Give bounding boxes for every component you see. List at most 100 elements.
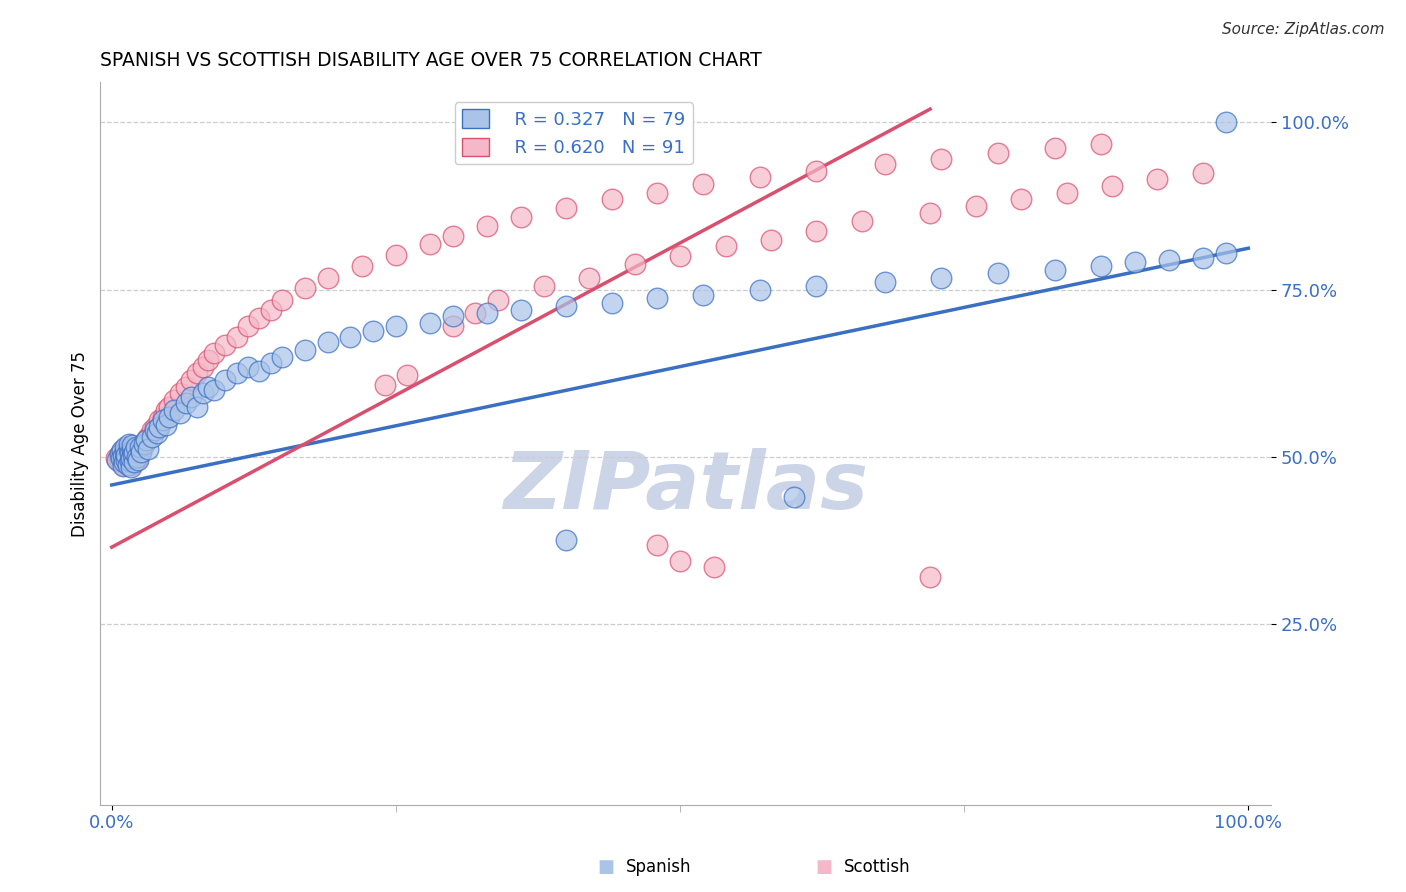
Point bbox=[122, 448, 145, 462]
Point bbox=[714, 239, 737, 253]
Point bbox=[600, 296, 623, 310]
Point bbox=[271, 350, 294, 364]
Point bbox=[124, 446, 146, 460]
Point bbox=[118, 446, 141, 460]
Point bbox=[141, 430, 163, 444]
Point bbox=[703, 560, 725, 574]
Point bbox=[851, 214, 873, 228]
Point bbox=[692, 288, 714, 302]
Text: Spanish: Spanish bbox=[626, 858, 692, 876]
Point bbox=[118, 454, 141, 468]
Point bbox=[441, 229, 464, 244]
Point bbox=[112, 455, 135, 469]
Point bbox=[112, 458, 135, 473]
Point bbox=[748, 170, 770, 185]
Point bbox=[475, 306, 498, 320]
Point bbox=[127, 453, 149, 467]
Point bbox=[1090, 136, 1112, 151]
Point bbox=[124, 440, 146, 454]
Point bbox=[122, 442, 145, 456]
Point bbox=[169, 386, 191, 401]
Point bbox=[1146, 172, 1168, 186]
Point bbox=[987, 266, 1010, 280]
Point bbox=[112, 446, 135, 460]
Point bbox=[748, 283, 770, 297]
Point bbox=[118, 446, 141, 460]
Point bbox=[361, 324, 384, 338]
Point bbox=[692, 177, 714, 191]
Point bbox=[107, 449, 129, 463]
Point bbox=[783, 490, 806, 504]
Point bbox=[163, 392, 186, 407]
Point bbox=[920, 206, 942, 220]
Point bbox=[155, 417, 177, 432]
Point bbox=[1192, 251, 1215, 265]
Point bbox=[129, 444, 152, 458]
Point bbox=[121, 443, 143, 458]
Point bbox=[121, 449, 143, 463]
Point bbox=[118, 436, 141, 450]
Point bbox=[1123, 254, 1146, 268]
Point bbox=[174, 379, 197, 393]
Point bbox=[441, 319, 464, 334]
Point bbox=[169, 406, 191, 420]
Point bbox=[578, 270, 600, 285]
Point bbox=[1043, 141, 1066, 155]
Point bbox=[124, 453, 146, 467]
Point bbox=[120, 459, 142, 474]
Point bbox=[555, 533, 578, 548]
Point bbox=[339, 329, 361, 343]
Text: Source: ZipAtlas.com: Source: ZipAtlas.com bbox=[1222, 22, 1385, 37]
Point bbox=[180, 390, 202, 404]
Point bbox=[294, 281, 316, 295]
Point bbox=[533, 279, 555, 293]
Point bbox=[180, 373, 202, 387]
Point bbox=[129, 443, 152, 458]
Point bbox=[509, 211, 531, 225]
Point bbox=[1157, 252, 1180, 267]
Point bbox=[202, 383, 225, 397]
Point bbox=[110, 451, 132, 466]
Point bbox=[294, 343, 316, 357]
Point bbox=[249, 310, 271, 325]
Point bbox=[120, 451, 142, 466]
Point bbox=[1192, 166, 1215, 180]
Point bbox=[118, 442, 141, 456]
Point bbox=[136, 430, 159, 444]
Point bbox=[1090, 260, 1112, 274]
Point bbox=[555, 201, 578, 215]
Y-axis label: Disability Age Over 75: Disability Age Over 75 bbox=[72, 351, 89, 536]
Point bbox=[759, 233, 782, 247]
Point bbox=[129, 440, 152, 454]
Point bbox=[931, 270, 953, 285]
Point bbox=[110, 444, 132, 458]
Point bbox=[155, 403, 177, 417]
Point bbox=[135, 433, 157, 447]
Point bbox=[108, 455, 131, 469]
Point bbox=[124, 444, 146, 458]
Point bbox=[143, 419, 166, 434]
Point bbox=[143, 423, 166, 437]
Point bbox=[419, 316, 441, 330]
Point bbox=[120, 443, 142, 458]
Point bbox=[152, 413, 174, 427]
Point bbox=[108, 446, 131, 460]
Point bbox=[114, 442, 136, 456]
Point bbox=[260, 302, 283, 317]
Point bbox=[186, 366, 208, 380]
Point bbox=[1215, 115, 1237, 129]
Point bbox=[115, 451, 138, 466]
Point bbox=[132, 436, 155, 450]
Point bbox=[152, 409, 174, 424]
Point bbox=[157, 409, 180, 424]
Point bbox=[117, 458, 139, 472]
Point bbox=[197, 352, 219, 367]
Point bbox=[105, 451, 128, 466]
Text: ZIPatlas: ZIPatlas bbox=[503, 448, 869, 526]
Point bbox=[1056, 186, 1078, 200]
Point bbox=[1043, 262, 1066, 277]
Point bbox=[486, 293, 509, 307]
Point bbox=[120, 458, 142, 472]
Point bbox=[115, 448, 138, 462]
Point bbox=[373, 377, 395, 392]
